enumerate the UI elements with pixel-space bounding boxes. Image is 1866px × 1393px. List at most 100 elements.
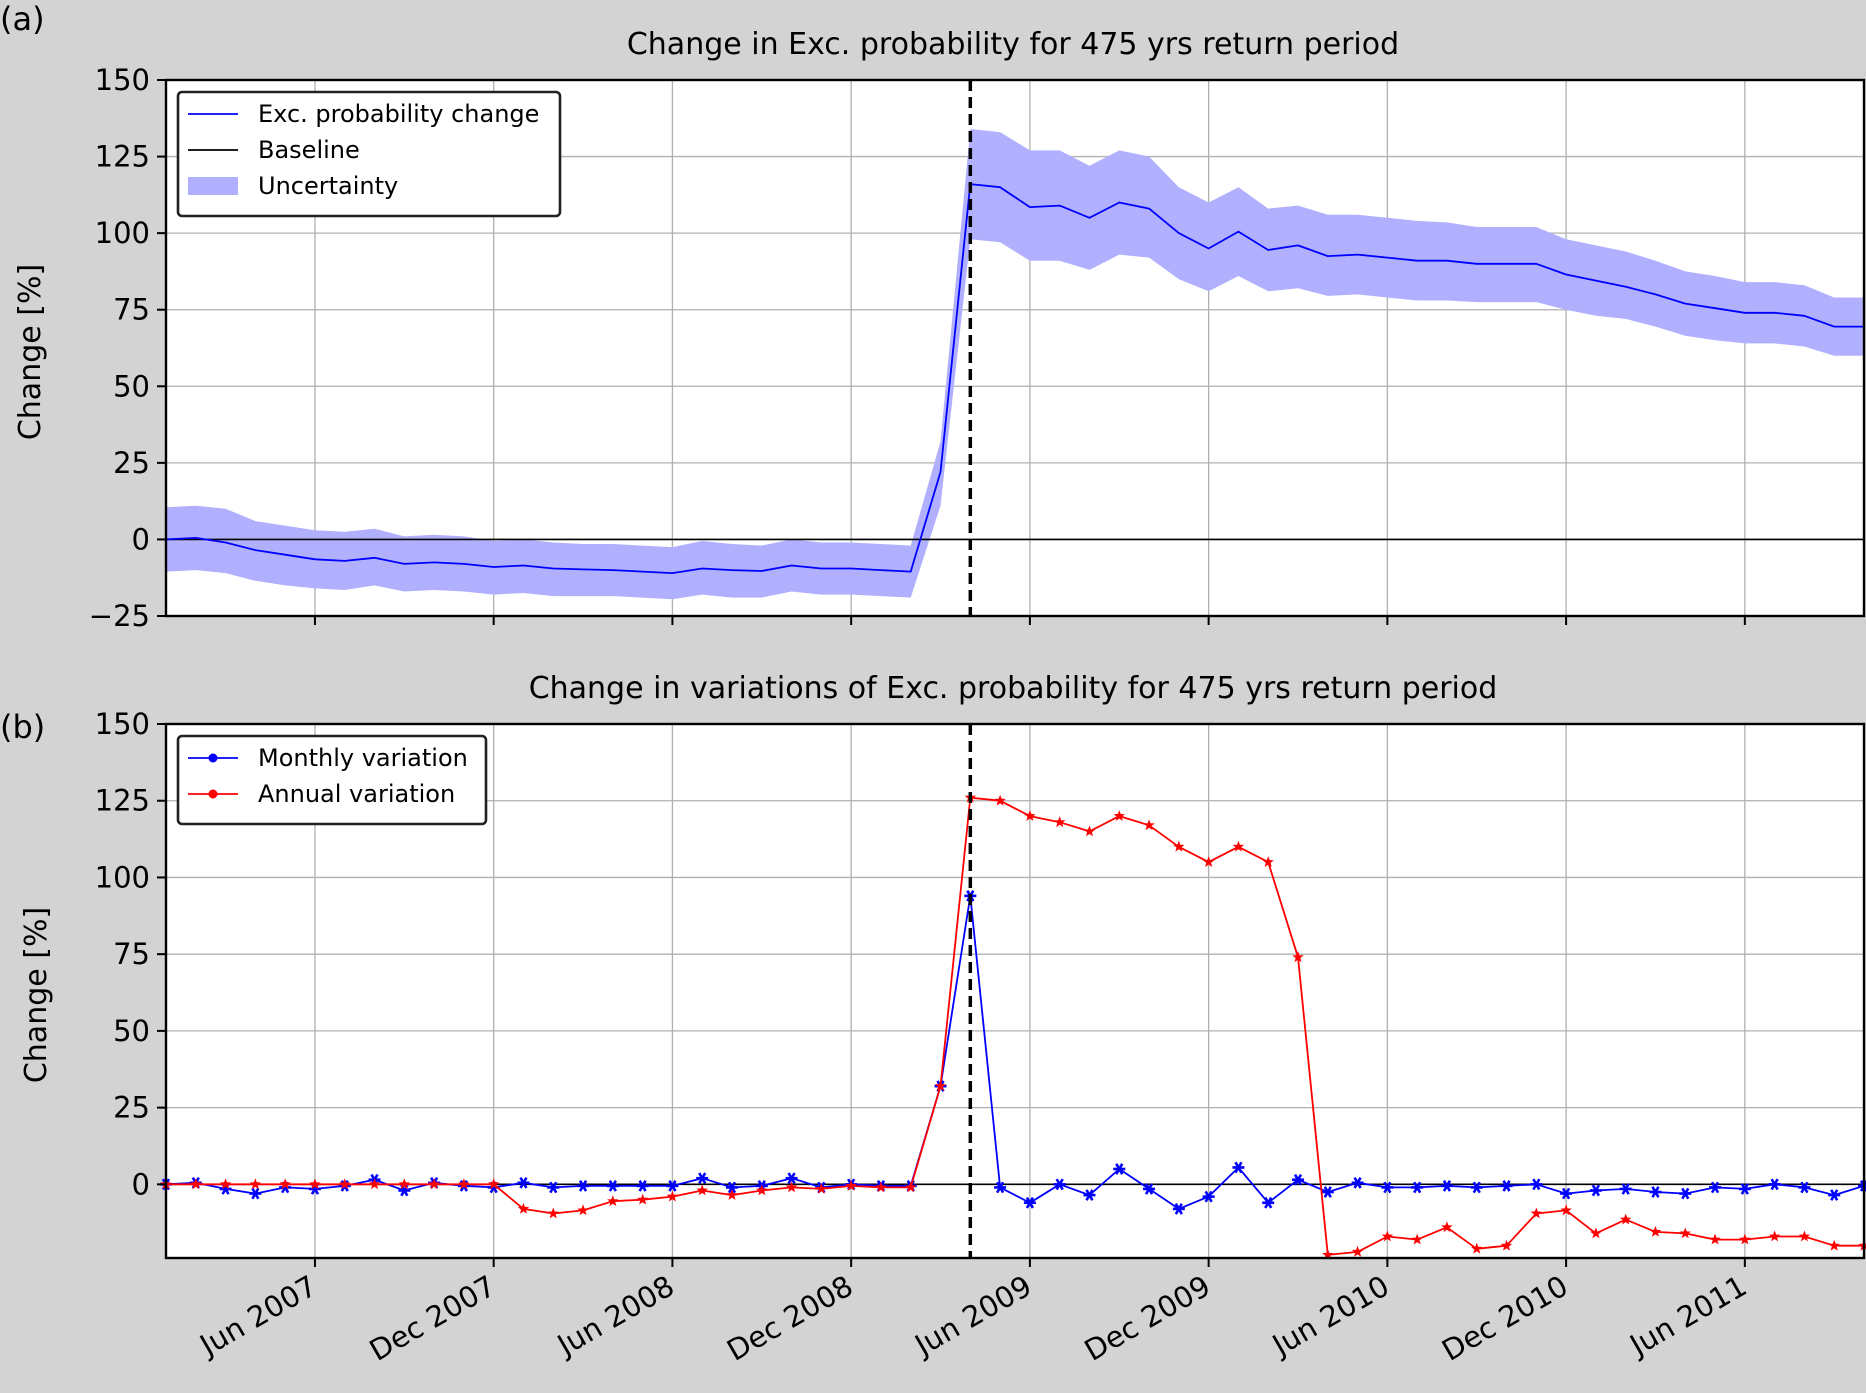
panel-b-monthly-variation-marker-stroke bbox=[608, 1180, 617, 1192]
panel-b-y-tick-label: 75 bbox=[113, 937, 150, 971]
panel-b-monthly-variation-marker bbox=[1053, 1178, 1066, 1191]
panel-b-monthly-variation-marker bbox=[1738, 1183, 1751, 1195]
panel-b-annual-variation-marker bbox=[1590, 1227, 1602, 1239]
panel-b-annual-variation-marker bbox=[785, 1181, 798, 1193]
panel-a-y-tick-label: 25 bbox=[113, 446, 150, 480]
panel-b-monthly-variation-marker-stroke bbox=[1413, 1181, 1422, 1194]
panel-b-annual-variation-marker bbox=[1649, 1225, 1662, 1237]
panel-b-annual-variation-marker bbox=[1441, 1221, 1453, 1233]
panel-b-monthly-variation-marker bbox=[1113, 1163, 1126, 1175]
panel-b-monthly-variation-marker bbox=[1262, 1196, 1275, 1209]
panel-b-annual-variation-marker bbox=[1024, 810, 1036, 821]
panel-b-monthly-variation-marker-stroke bbox=[1502, 1180, 1511, 1192]
panel-b-monthly-variation-marker-stroke bbox=[1293, 1173, 1303, 1186]
panel-b-annual-variation-marker bbox=[1798, 1230, 1811, 1242]
panel-b-legend-marker-annual-variation bbox=[208, 789, 218, 799]
panel-b-annual-variation-marker bbox=[756, 1184, 768, 1196]
panel-b-annual-variation-marker bbox=[1381, 1230, 1394, 1242]
panel-b-annual-variation-marker bbox=[1351, 1245, 1364, 1257]
panel-b-monthly-variation-marker bbox=[606, 1180, 619, 1192]
panel-a-uncertainty-band bbox=[166, 129, 1864, 600]
panel-b-annual-variation-marker bbox=[249, 1178, 262, 1190]
panel-b-axes-frame bbox=[164, 722, 1866, 1260]
panel-b-annual-variation-marker bbox=[577, 1204, 589, 1216]
panel-b-monthly-variation-marker-stroke bbox=[1144, 1183, 1154, 1195]
panel-b-annual-variation-marker bbox=[1530, 1207, 1542, 1219]
panel-b-monthly-variation-marker-stroke bbox=[1770, 1178, 1779, 1191]
panel-b-monthly-variation-marker bbox=[1321, 1186, 1334, 1198]
panel-b-annual-variation-marker bbox=[458, 1178, 470, 1190]
panel-b-annual-variation-marker bbox=[666, 1190, 679, 1202]
panel-b-monthly-variation-marker bbox=[666, 1180, 679, 1192]
panel-b-monthly-variation-marker bbox=[1768, 1178, 1781, 1191]
panel-b-annual-variation-marker bbox=[398, 1178, 410, 1190]
panel-b-monthly-variation-marker bbox=[785, 1172, 798, 1185]
panel-b-annual-variation-marker bbox=[339, 1178, 351, 1190]
panel-a-plot: 150 125 100 75 50 25 0 −25 Exc. probability chan… bbox=[89, 63, 1866, 633]
panel-b-annual-variation-marker bbox=[1322, 1248, 1334, 1260]
panel-b-monthly-variation-marker-stroke bbox=[1383, 1181, 1392, 1194]
panel-b-y-axis-label: Change [%] bbox=[19, 907, 54, 1083]
panel-b-monthly-variation-marker bbox=[726, 1181, 738, 1194]
panel-b-monthly-variation-marker-stroke bbox=[1681, 1187, 1690, 1200]
panel-b-annual-variation-marker bbox=[845, 1179, 857, 1191]
panel-b-monthly-variation-marker-stroke bbox=[1323, 1186, 1332, 1198]
panel-b-annual-variation-marker bbox=[1679, 1227, 1691, 1239]
panel-b-monthly-variation-marker bbox=[1411, 1181, 1424, 1194]
panel-b-monthly-variation-marker bbox=[1083, 1189, 1096, 1201]
panel-b-monthly-variation-marker bbox=[1530, 1178, 1543, 1191]
panel-b-monthly-variation-marker bbox=[1381, 1181, 1394, 1194]
panel-b-monthly-variation-marker-stroke bbox=[1115, 1163, 1124, 1175]
panel-b-monthly-variation-marker bbox=[547, 1181, 560, 1194]
panel-b-monthly-variation-marker bbox=[1143, 1183, 1156, 1195]
panel-b-monthly-variation-marker-stroke bbox=[1234, 1161, 1243, 1174]
panel-b-legend-marker-monthly-variation bbox=[208, 753, 218, 763]
panel-b-monthly-variation-marker bbox=[1232, 1161, 1245, 1174]
panel-b-y-tick-label: 25 bbox=[113, 1091, 150, 1125]
panel-b-monthly-variation-marker bbox=[1172, 1203, 1185, 1215]
panel-b-monthly-variation-marker-stroke bbox=[1472, 1181, 1481, 1194]
panel-b-monthly-variation-marker bbox=[1589, 1184, 1602, 1197]
panel-b-monthly-variation-marker-stroke bbox=[727, 1181, 737, 1194]
panel-b-monthly-variation-marker bbox=[636, 1180, 649, 1192]
panel-b-monthly-variation-marker-stroke bbox=[1174, 1203, 1183, 1215]
panel-b-annual-variation-marker bbox=[994, 794, 1006, 806]
panel-a-legend-label-exc-probability-change: Exc. probability change bbox=[258, 100, 539, 128]
panel-a-y-tick-label: 0 bbox=[132, 522, 150, 556]
panel-b-annual-variation-marker bbox=[309, 1178, 321, 1190]
panel-a-legend-swatch-uncertainty bbox=[188, 177, 238, 195]
panel-b-title: Change in variations of Exc. probability… bbox=[529, 671, 1498, 706]
panel-a-y-tick-label: −25 bbox=[89, 599, 150, 633]
panel-b-annual-variation-marker bbox=[1560, 1204, 1572, 1216]
panel-b-monthly-variation-marker bbox=[1440, 1180, 1453, 1192]
panel-b-monthly-variation-marker bbox=[249, 1187, 262, 1200]
panel-b-annual-variation-marker bbox=[696, 1184, 708, 1196]
panel-b-monthly-variation-marker bbox=[1351, 1176, 1364, 1189]
panel-b-monthly-variation-marker bbox=[696, 1172, 709, 1185]
panel-b-annual-variation-marker bbox=[1173, 840, 1185, 852]
panel-b-annual-variation-marker bbox=[875, 1181, 887, 1193]
panel-b-monthly-variation-marker bbox=[1828, 1189, 1841, 1201]
panel-b-monthly-variation-marker-stroke bbox=[519, 1176, 528, 1189]
panel-b-monthly-variation-marker-stroke bbox=[1800, 1181, 1809, 1194]
panel-b-monthly-variation-marker bbox=[1619, 1183, 1632, 1195]
panel-b-monthly-variation-marker-stroke bbox=[1740, 1183, 1749, 1195]
panel-b-monthly-variation-marker bbox=[1649, 1186, 1662, 1198]
panel-b-monthly-variation-marker bbox=[1023, 1196, 1036, 1209]
panel-b-monthly-variation-marker-stroke bbox=[1591, 1184, 1601, 1197]
panel-b-annual-variation-marker bbox=[488, 1178, 500, 1190]
panel-b-legend-label-monthly-variation: Monthly variation bbox=[258, 744, 468, 772]
panel-b-monthly-variation-marker-stroke bbox=[1264, 1196, 1273, 1209]
panel-b-y-tick-label: 150 bbox=[95, 707, 150, 741]
panel-b-monthly-variation-marker bbox=[994, 1181, 1007, 1194]
panel-a-y-tick-label: 150 bbox=[95, 63, 150, 97]
panel-b-annual-variation-marker bbox=[517, 1202, 530, 1214]
panel-b-legend-box bbox=[176, 734, 488, 826]
panel-b-monthly-variation-marker-stroke bbox=[1442, 1180, 1452, 1192]
panel-b-annual-variation-marker bbox=[368, 1178, 381, 1190]
panel-b-monthly-variation-marker bbox=[1798, 1181, 1811, 1194]
panel-b-annual-variation-line bbox=[166, 796, 1864, 1256]
panel-b-monthly-variation-marker-stroke bbox=[1055, 1178, 1064, 1191]
panel-b-monthly-variation-marker-stroke bbox=[668, 1180, 677, 1192]
